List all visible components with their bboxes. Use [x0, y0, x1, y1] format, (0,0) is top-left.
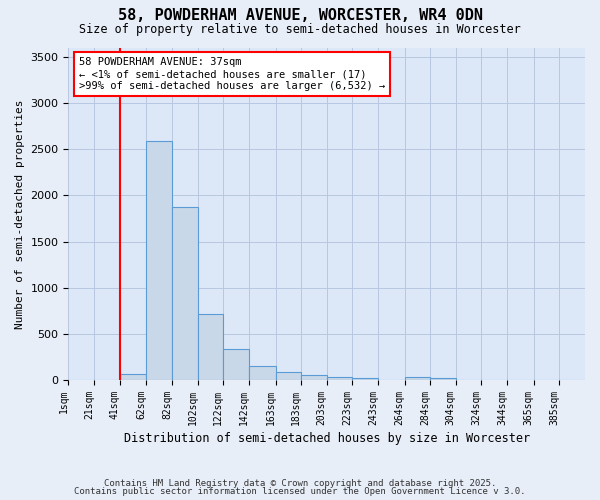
Bar	[301, 376, 327, 380]
Bar	[405, 378, 430, 380]
Y-axis label: Number of semi-detached properties: Number of semi-detached properties	[15, 99, 25, 328]
Bar	[249, 366, 275, 380]
Bar	[223, 348, 249, 380]
Text: Size of property relative to semi-detached houses in Worcester: Size of property relative to semi-detach…	[79, 22, 521, 36]
Bar	[119, 374, 146, 380]
Text: 58, POWDERHAM AVENUE, WORCESTER, WR4 0DN: 58, POWDERHAM AVENUE, WORCESTER, WR4 0DN	[118, 8, 482, 22]
X-axis label: Distribution of semi-detached houses by size in Worcester: Distribution of semi-detached houses by …	[124, 432, 530, 445]
Bar	[146, 141, 172, 380]
Bar	[430, 378, 456, 380]
Bar	[275, 372, 301, 380]
Text: Contains public sector information licensed under the Open Government Licence v : Contains public sector information licen…	[74, 487, 526, 496]
Text: 58 POWDERHAM AVENUE: 37sqm
← <1% of semi-detached houses are smaller (17)
>99% o: 58 POWDERHAM AVENUE: 37sqm ← <1% of semi…	[79, 58, 385, 90]
Bar	[197, 314, 223, 380]
Bar	[172, 207, 197, 380]
Text: Contains HM Land Registry data © Crown copyright and database right 2025.: Contains HM Land Registry data © Crown c…	[104, 478, 496, 488]
Bar	[352, 378, 378, 380]
Bar	[327, 377, 352, 380]
